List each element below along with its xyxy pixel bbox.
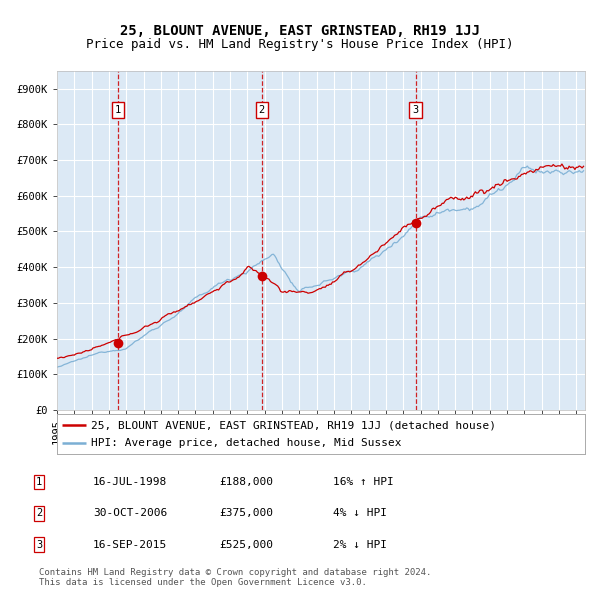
Text: HPI: Average price, detached house, Mid Sussex: HPI: Average price, detached house, Mid …: [91, 438, 402, 448]
Text: 16-JUL-1998: 16-JUL-1998: [93, 477, 167, 487]
Text: 25, BLOUNT AVENUE, EAST GRINSTEAD, RH19 1JJ: 25, BLOUNT AVENUE, EAST GRINSTEAD, RH19 …: [120, 24, 480, 38]
Text: 2: 2: [36, 509, 42, 518]
Text: 2: 2: [259, 105, 265, 115]
Text: 30-OCT-2006: 30-OCT-2006: [93, 509, 167, 518]
Text: £525,000: £525,000: [219, 540, 273, 549]
Text: £375,000: £375,000: [219, 509, 273, 518]
Text: Price paid vs. HM Land Registry's House Price Index (HPI): Price paid vs. HM Land Registry's House …: [86, 38, 514, 51]
Text: 4% ↓ HPI: 4% ↓ HPI: [333, 509, 387, 518]
Text: 1: 1: [36, 477, 42, 487]
Text: 25, BLOUNT AVENUE, EAST GRINSTEAD, RH19 1JJ (detached house): 25, BLOUNT AVENUE, EAST GRINSTEAD, RH19 …: [91, 420, 496, 430]
Text: Contains HM Land Registry data © Crown copyright and database right 2024.
This d: Contains HM Land Registry data © Crown c…: [39, 568, 431, 587]
Text: £188,000: £188,000: [219, 477, 273, 487]
Text: 16% ↑ HPI: 16% ↑ HPI: [333, 477, 394, 487]
Text: 3: 3: [412, 105, 419, 115]
Text: 1: 1: [115, 105, 121, 115]
Text: 3: 3: [36, 540, 42, 549]
Text: 2% ↓ HPI: 2% ↓ HPI: [333, 540, 387, 549]
Text: 16-SEP-2015: 16-SEP-2015: [93, 540, 167, 549]
